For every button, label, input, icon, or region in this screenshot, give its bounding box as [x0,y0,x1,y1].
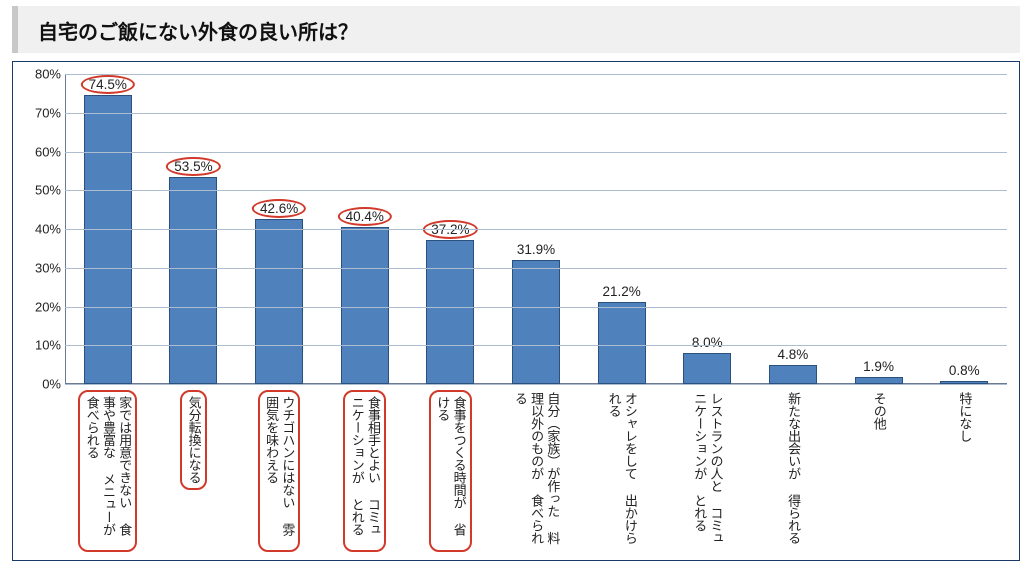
x-cell: 食事相手とよい コミュニケーションが とれる [322,386,408,552]
bar: 53.5% [169,177,217,384]
x-category-label: 自分（家族）が作った 料理以外のものが 食べられる [512,392,561,552]
y-tick-label: 80% [21,67,65,82]
x-cell: レストランの人と コミュニケーションが とれる [664,386,750,552]
bar-value-label: 21.2% [597,283,647,300]
y-tick-label: 40% [21,222,65,237]
y-tick-label: 20% [21,299,65,314]
gridline [65,307,1007,308]
gridline [65,229,1007,230]
bar: 1.9% [855,377,903,384]
y-tick-label: 70% [21,105,65,120]
y-tick-label: 30% [21,260,65,275]
bar-value-label: 8.0% [686,334,729,351]
gridline [65,345,1007,346]
bar-value-label: 4.8% [772,346,815,363]
x-category-label: ウチゴハンにはない 雰囲気を味わえる [258,390,301,552]
x-cell: 気分転換になる [151,386,237,552]
x-axis-row: 家では用意できない 食事や豊富な メニューが食べられる 気分転換になる ウチゴハンに… [65,386,1007,552]
x-cell: その他 [836,386,922,552]
x-category-label: 新たな出会いが 得られる [785,392,801,544]
title-bar: 自宅のご飯にない外食の良い所は？ [12,6,1020,53]
gridline [65,74,1007,75]
gridline [65,152,1007,153]
bar: 4.8% [769,365,817,384]
bar-value-label: 31.9% [511,241,561,258]
gridline [65,113,1007,114]
x-category-label: 食事相手とよい コミュニケーションが とれる [343,390,386,552]
chart-frame: 74.5% 53.5% 42.6% 40.4% 37.2% 31.9% 21.2% 8.0% 4… [12,61,1020,561]
x-cell: オシャレをして 出かけられる [579,386,665,552]
bar-value-label: 53.5% [166,157,220,176]
x-cell: 食事をつくる時間が 省ける [408,386,494,552]
gridline [65,190,1007,191]
bar: 37.2% [426,240,474,384]
bar-value-label: 42.6% [252,199,306,218]
gridline [65,268,1007,269]
x-cell: 新たな出会いが 得られる [750,386,836,552]
x-cell: 特になし [921,386,1007,552]
x-category-label: 気分転換になる [180,390,206,490]
x-cell: 自分（家族）が作った 料理以外のものが 食べられる [493,386,579,552]
bar-value-label: 1.9% [857,358,900,375]
page-title: 自宅のご飯にない外食の良い所は？ [38,22,358,44]
y-tick-label: 60% [21,144,65,159]
bar: 8.0% [683,353,731,384]
chart-inner: 74.5% 53.5% 42.6% 40.4% 37.2% 31.9% 21.2% 8.0% 4… [17,66,1015,556]
x-category-label: 食事をつくる時間が 省ける [429,390,472,552]
x-category-label: 家では用意できない 食事や豊富な メニューが食べられる [78,390,137,552]
gridline [65,384,1007,385]
x-category-label: 特になし [956,392,972,442]
x-cell: ウチゴハンにはない 雰囲気を味わえる [236,386,322,552]
x-category-label: レストランの人と コミュニケーションが とれる [691,392,724,552]
x-category-label: オシャレをして 出かけられる [605,392,638,552]
y-tick-label: 10% [21,338,65,353]
bar: 74.5% [84,95,132,384]
bar-value-label: 40.4% [338,207,392,226]
x-category-label: その他 [870,392,886,430]
bar: 31.9% [512,260,560,384]
bar-value-label: 0.8% [943,362,986,379]
plot-area: 74.5% 53.5% 42.6% 40.4% 37.2% 31.9% 21.2% 8.0% 4… [65,74,1007,384]
bar: 42.6% [255,219,303,384]
bar-value-label: 74.5% [81,75,135,94]
y-tick-label: 50% [21,183,65,198]
bar: 21.2% [598,302,646,384]
y-tick-label: 0% [21,377,65,392]
x-cell: 家では用意できない 食事や豊富な メニューが食べられる [65,386,151,552]
